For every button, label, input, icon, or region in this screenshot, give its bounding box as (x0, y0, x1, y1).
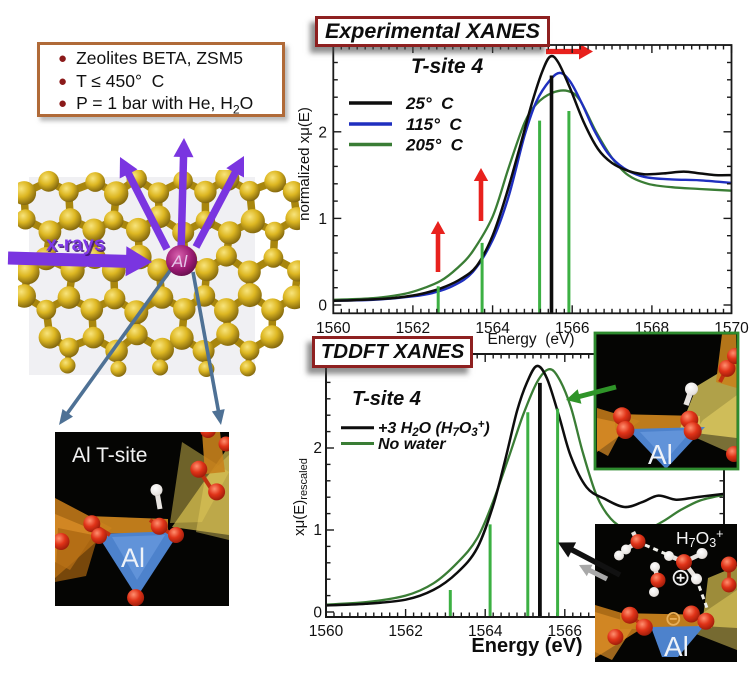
svg-text:1566: 1566 (555, 320, 589, 337)
svg-text:1566: 1566 (548, 623, 582, 640)
svg-text:1560: 1560 (309, 623, 344, 640)
svg-text:Al: Al (664, 631, 689, 662)
svg-text:Energy (eV): Energy (eV) (487, 331, 574, 348)
svg-text:25° C: 25° C (405, 94, 454, 113)
svg-text:+3 H2O (H7O3+): +3 H2O (H7O3+) (378, 419, 490, 439)
svg-text:No water: No water (378, 436, 446, 453)
svg-text:1564: 1564 (468, 623, 503, 640)
svg-text:1562: 1562 (388, 623, 422, 640)
svg-text:1562: 1562 (396, 320, 430, 337)
svg-text:2: 2 (318, 124, 327, 141)
svg-text:205° C: 205° C (405, 136, 464, 155)
svg-text:1564: 1564 (475, 320, 510, 337)
svg-text:T-site 4: T-site 4 (411, 55, 484, 78)
svg-text:115° C: 115° C (406, 115, 462, 134)
svg-text:Al: Al (648, 439, 673, 470)
svg-text:1560: 1560 (316, 320, 351, 337)
svg-text:Al: Al (121, 543, 145, 573)
svg-text:x-rays: x-rays (46, 234, 105, 256)
svg-text:2: 2 (313, 440, 322, 457)
svg-text:0: 0 (313, 605, 322, 622)
svg-text:0: 0 (318, 298, 327, 315)
svg-text:T-site 4: T-site 4 (352, 388, 421, 410)
svg-text:x-rays: x-rays (48, 235, 107, 257)
svg-text:Al T-site: Al T-site (72, 444, 147, 467)
svg-text:1: 1 (318, 211, 327, 228)
svg-text:1: 1 (313, 522, 322, 539)
svg-text:normalized xμ(E): normalized xμ(E) (296, 107, 313, 221)
svg-text:Energy (eV): Energy (eV) (471, 635, 582, 657)
svg-text:Al: Al (171, 252, 188, 271)
svg-text:xμ(E)rescaled: xμ(E)rescaled (291, 458, 310, 536)
